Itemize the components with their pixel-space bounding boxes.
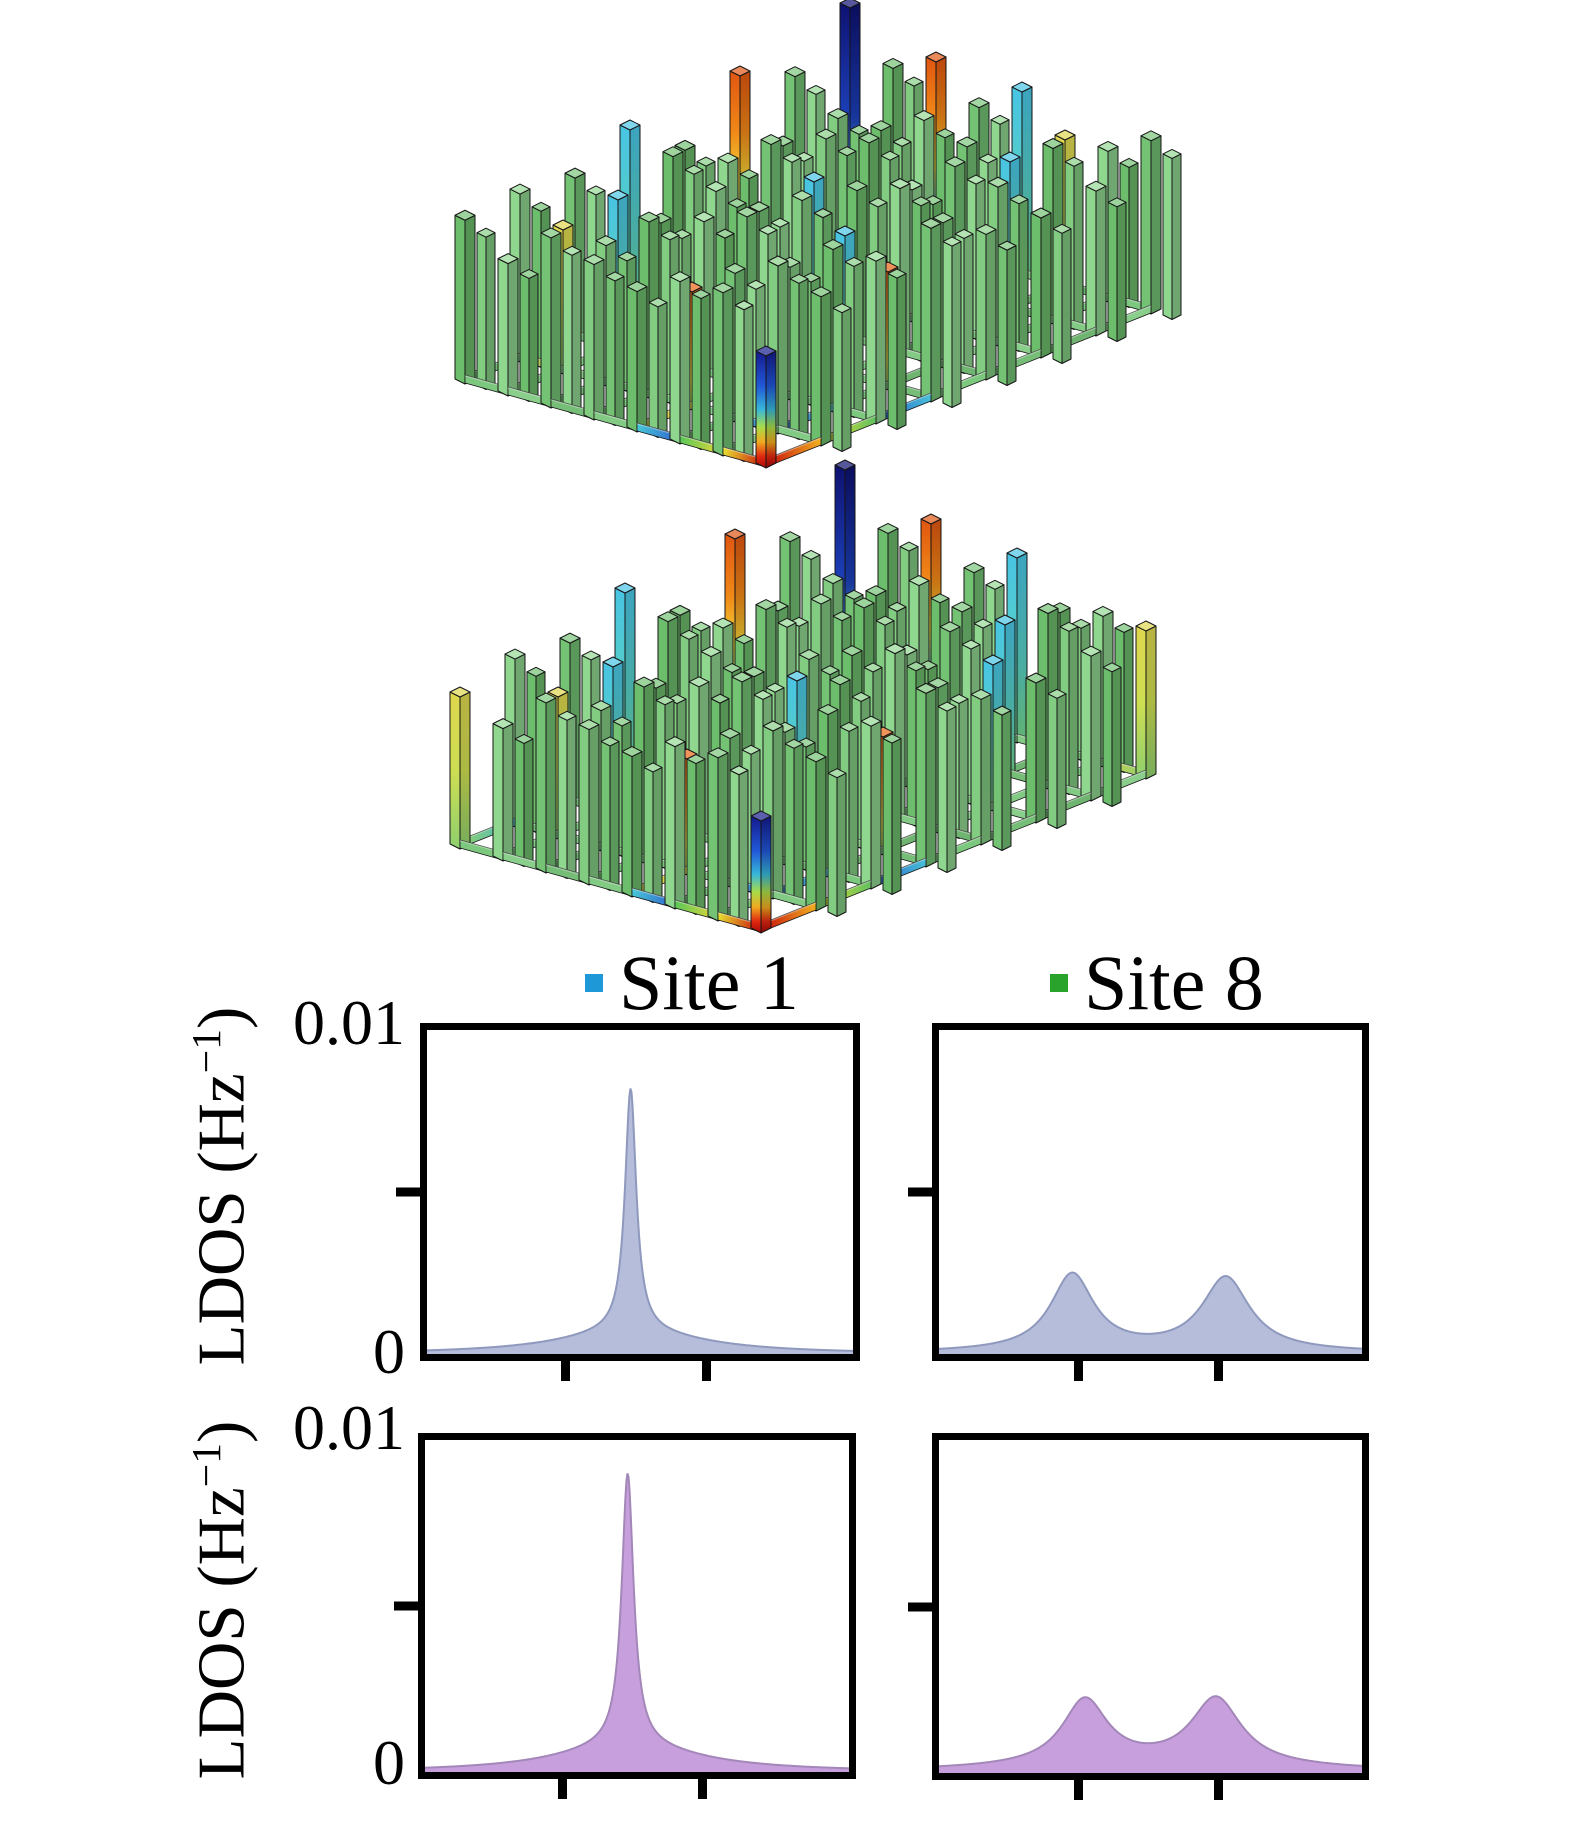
site-8-legend-swatch (1050, 973, 1068, 992)
x-tick (1073, 1780, 1083, 1800)
y-mid-tick (394, 1601, 418, 1611)
site-1-legend-swatch (585, 973, 603, 992)
x-tick (1214, 1361, 1224, 1381)
site-1-title: Site 1 (619, 938, 799, 1026)
x-tick (701, 1361, 711, 1381)
legend-site-8: Site 8 (1050, 938, 1264, 1026)
x-tick (698, 1779, 708, 1799)
ldos-plot-row1-site8 (908, 1023, 1369, 1381)
y-mid-tick (908, 1187, 932, 1197)
site-8-title: Site 8 (1084, 938, 1264, 1026)
ldos-plot-row2-site1 (394, 1433, 856, 1799)
ldos-plot-row2-site8 (908, 1433, 1369, 1800)
ytick-0-row2: 0 (373, 1727, 405, 1798)
ytick-0.01-row1: 0.01 (293, 987, 405, 1058)
x-tick (1073, 1361, 1083, 1381)
legend-site-1: Site 1 (585, 938, 799, 1026)
ldos-plot-row1-site1 (396, 1023, 860, 1381)
pillar-lattice-mode-shape-top (454, 0, 1182, 469)
x-tick (557, 1779, 567, 1799)
x-tick (1214, 1780, 1224, 1800)
y-mid-tick (396, 1187, 420, 1197)
ytick-0.01-row2: 0.01 (293, 1392, 405, 1463)
ytick-0-row1: 0 (373, 1316, 405, 1387)
pillar-lattice-mode-shape-bottom (449, 459, 1157, 934)
x-tick (560, 1361, 570, 1381)
y-mid-tick (908, 1602, 932, 1611)
